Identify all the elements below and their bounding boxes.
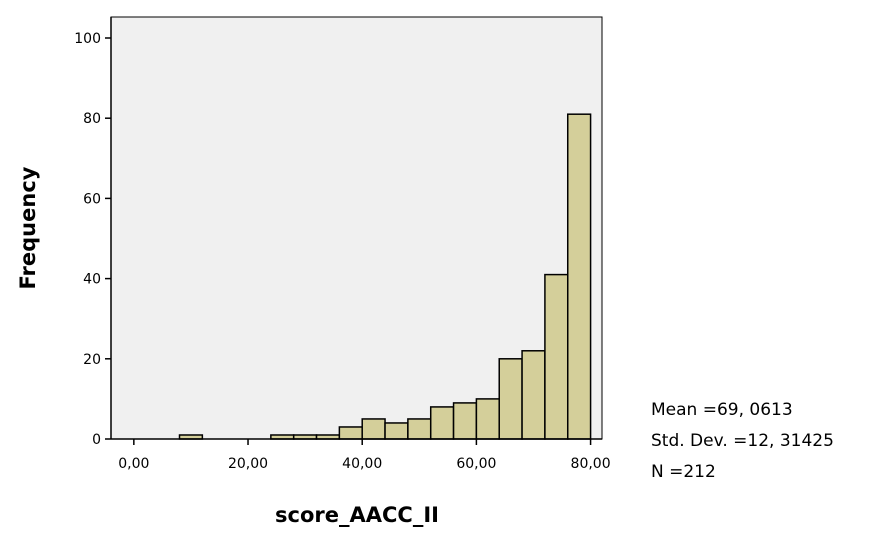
y-tick-label: 100 (74, 31, 101, 47)
x-tick-label: 0,00 (118, 456, 149, 472)
histogram-bar (384, 422, 409, 440)
axes-group (110, 17, 602, 440)
x-tick-label: 80,00 (571, 456, 611, 472)
y-tick-label: 40 (83, 272, 101, 288)
x-axis-title: score_AACC_II (275, 503, 439, 527)
y-tick-label: 20 (83, 352, 101, 368)
histogram-bar (407, 418, 432, 440)
x-tick-label: 20,00 (228, 456, 268, 472)
y-axis-title: Frequency (16, 166, 40, 289)
std-dev-stat: Std. Dev. =12, 31425 (651, 431, 834, 451)
x-ticks-group: 0,00 20,00 40,00 60,00 80,00 (118, 439, 611, 472)
histogram-bar (544, 273, 569, 440)
histogram-bar (475, 398, 500, 440)
histogram-bar (566, 113, 592, 440)
mean-stat: Mean =69, 0613 (651, 400, 793, 420)
n-stat: N =212 (651, 462, 716, 482)
histogram-bar (338, 426, 363, 440)
x-tick-label: 60,00 (456, 456, 496, 472)
histogram-bar (429, 406, 455, 440)
y-tick-label: 60 (83, 191, 101, 207)
histogram-bar (521, 350, 546, 440)
y-tick-label: 80 (83, 111, 101, 127)
histogram-bar (498, 358, 523, 440)
y-ticks-group: 0 20 40 60 80 100 (74, 31, 111, 448)
histogram-bar (361, 418, 386, 440)
summary-stats: Mean =69, 0613 Std. Dev. =12, 31425 N =2… (651, 395, 834, 488)
x-tick-label: 40,00 (342, 456, 382, 472)
y-tick-label: 0 (92, 432, 101, 448)
histogram-bar (452, 402, 478, 440)
